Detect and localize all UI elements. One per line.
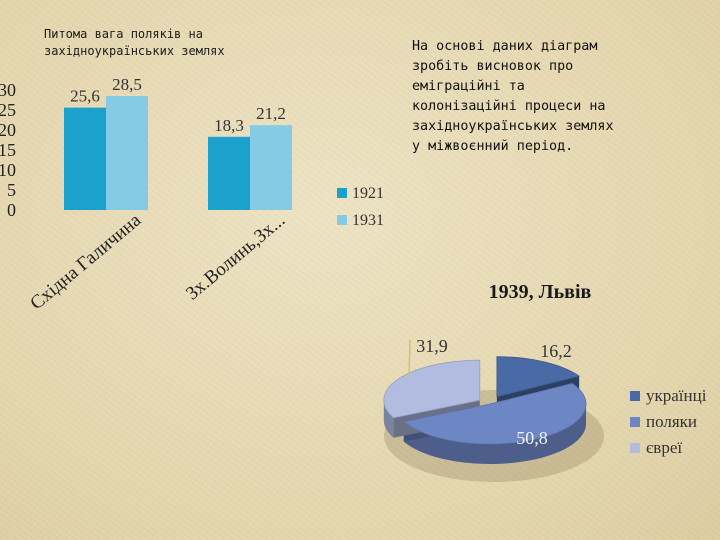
data-label-1921-0: 25,6 [70,87,100,106]
bar-1931-1 [250,125,292,210]
bar-chart-title: Питома вага поляків на західноукраїнськи… [44,27,225,58]
legend-label-1921: 1921 [352,185,384,202]
x-category-label-1: Зх.Волинь,Зх... [182,210,289,305]
legend-swatch-1921 [337,188,347,198]
legend-label-1931: 1931 [352,212,384,229]
bar-1921-1 [208,136,250,210]
x-category-label-0: Східна Галичина [26,209,145,314]
data-label-1931-0: 28,5 [112,75,142,94]
y-tick-label-1: 5 [7,180,16,200]
data-label-1931-1: 21,2 [256,104,286,123]
instruction-text: На основі даних діаграм зробіть висновок… [412,39,614,154]
y-tick-label-0: 0 [7,200,16,220]
bar-1931-0 [106,96,148,210]
y-tick-label-2: 10 [0,160,16,180]
data-label-1921-1: 18,3 [214,116,244,135]
y-tick-label-3: 15 [0,140,16,160]
y-tick-label-6: 30 [0,80,16,100]
legend-swatch-1931 [337,215,347,225]
y-tick-label-4: 20 [0,120,16,140]
bar-1921-0 [64,107,106,210]
y-tick-label-5: 25 [0,100,16,120]
